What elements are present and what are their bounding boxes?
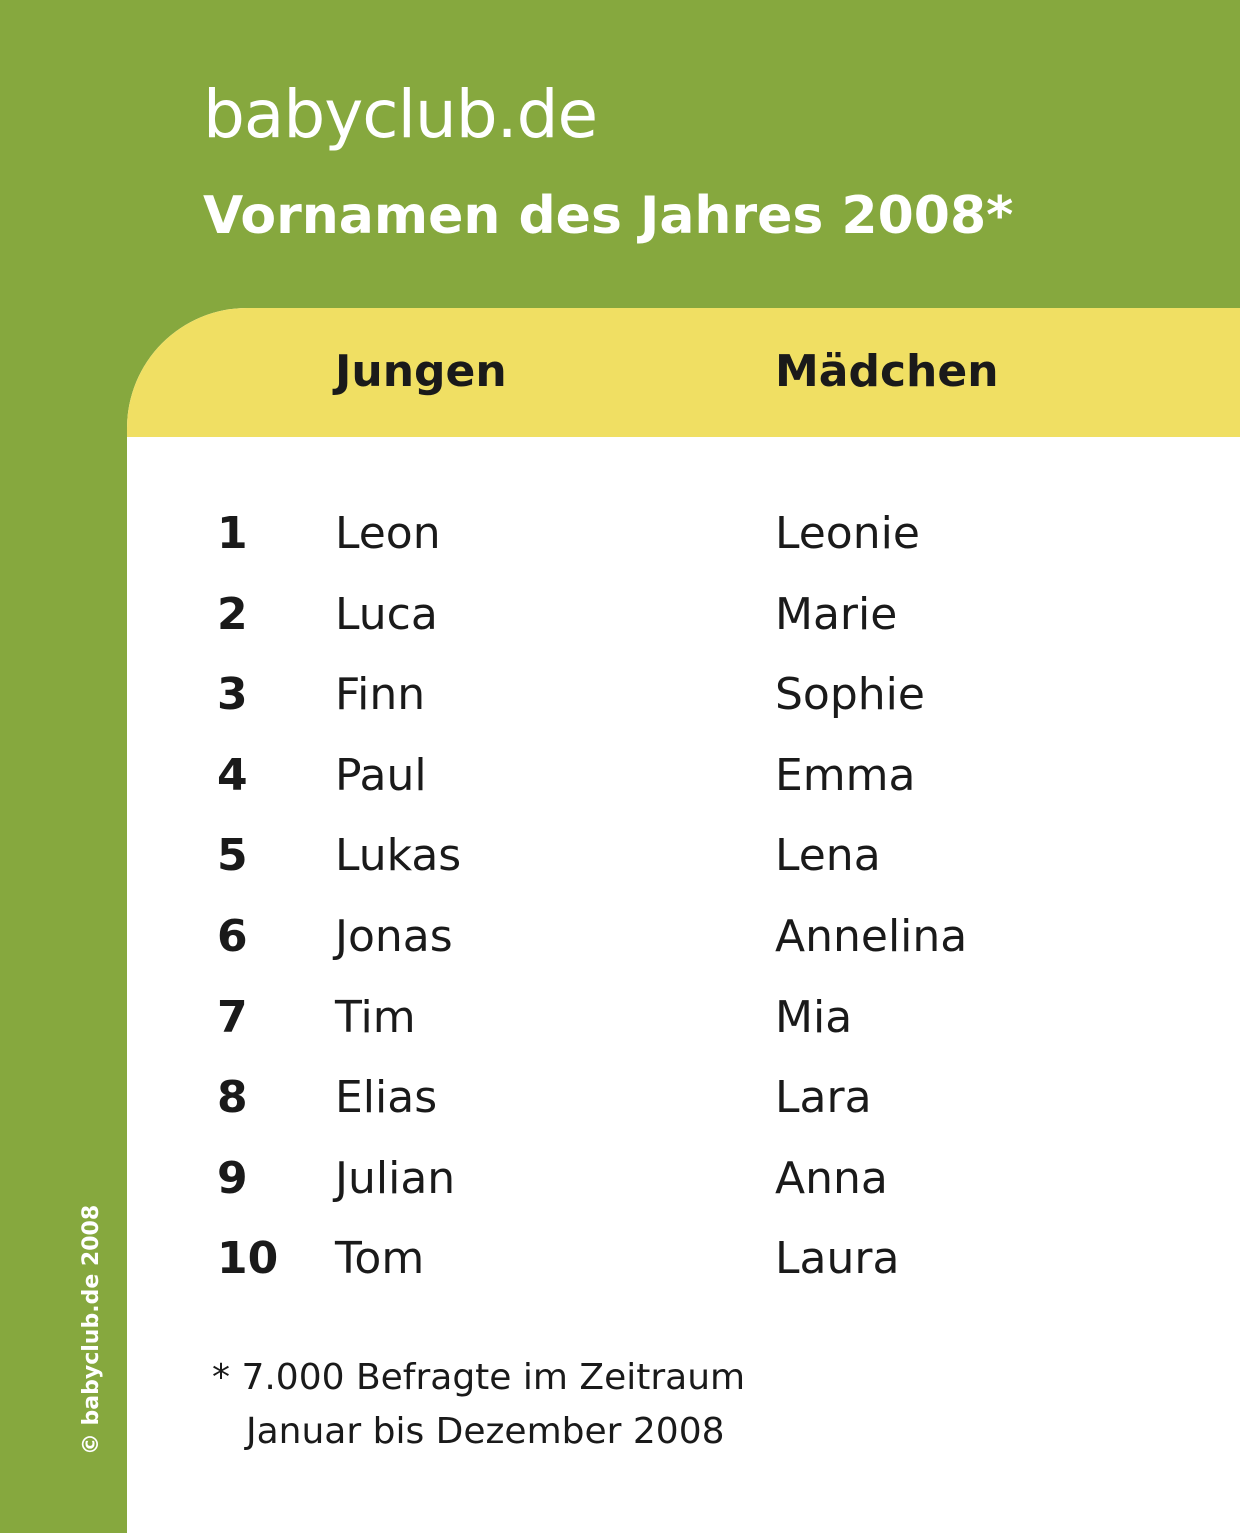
rank: 9 <box>217 1152 248 1204</box>
rank: 1 <box>217 508 248 559</box>
copyright: © babyclub.de 2008 <box>79 1204 104 1456</box>
title: Vornamen des Jahres 2008* <box>203 186 1014 246</box>
boy-name: Paul <box>335 749 427 801</box>
girl-name: Annelina <box>775 911 968 962</box>
boy-name: Lukas <box>335 830 462 882</box>
rank: 5 <box>217 830 248 882</box>
girl-name: Emma <box>775 749 916 801</box>
boy-name: Tim <box>335 991 416 1043</box>
rank: 4 <box>217 749 248 801</box>
panel <box>127 308 1240 1533</box>
footnote: * 7.000 Befragte im Zeitraum <box>212 1357 746 1398</box>
rank: 7 <box>217 991 248 1043</box>
girl-name: Sophie <box>775 669 925 721</box>
rank: 2 <box>217 588 248 640</box>
site-name: babyclub.de <box>203 76 598 153</box>
rank: 3 <box>217 669 248 721</box>
boy-name: Luca <box>335 588 438 640</box>
rank: 8 <box>217 1072 248 1124</box>
column-header: Jungen <box>335 346 507 397</box>
girl-name: Leonie <box>775 508 920 559</box>
girl-name: Laura <box>775 1233 900 1285</box>
boy-name: Leon <box>335 508 441 559</box>
girl-name: Mia <box>775 991 853 1043</box>
column-header: Mädchen <box>775 346 999 397</box>
boy-name: Julian <box>335 1152 456 1204</box>
rank: 10 <box>217 1233 279 1285</box>
footnote: Januar bis Dezember 2008 <box>246 1411 725 1452</box>
girl-name: Anna <box>775 1152 888 1204</box>
boy-name: Finn <box>335 669 426 721</box>
boy-name: Jonas <box>335 911 453 962</box>
girl-name: Lena <box>775 830 881 882</box>
girl-name: Lara <box>775 1072 872 1124</box>
header-band <box>127 308 1240 437</box>
girl-name: Marie <box>775 588 898 640</box>
boy-name: Tom <box>335 1233 425 1285</box>
boy-name: Elias <box>335 1072 438 1124</box>
rank: 6 <box>217 911 248 962</box>
